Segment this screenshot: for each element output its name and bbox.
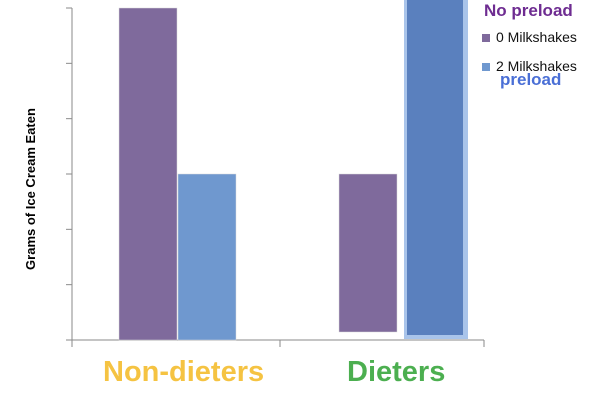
bar-dieters-0-milkshakes [338, 173, 398, 333]
category-label-non-dieters: Non-dieters [103, 356, 265, 388]
legend-swatch-2-milkshakes [482, 63, 490, 72]
legend-item-0-milkshakes: 0 Milkshakes [482, 29, 577, 45]
legend-swatch-0-milkshakes [482, 34, 490, 43]
legend-item-2-milkshakes: 2 Milkshakes [482, 58, 577, 74]
legend-label-0-milkshakes: 0 Milkshakes [496, 29, 577, 45]
bar-non-dieters-0-milkshakes [118, 7, 178, 341]
category-label-dieters: Dieters [347, 356, 446, 388]
legend-title: No preload [484, 1, 573, 20]
bar-non-dieters-2-milkshakes [177, 173, 237, 341]
y-axis-label: Grams of Ice Cream Eaten [23, 108, 38, 270]
bar-dieters-2-milkshakes [407, 0, 463, 335]
legend-subtitle: preload [500, 70, 562, 89]
bars [118, 0, 468, 341]
legend-label-2-milkshakes: 2 Milkshakes [496, 58, 577, 74]
